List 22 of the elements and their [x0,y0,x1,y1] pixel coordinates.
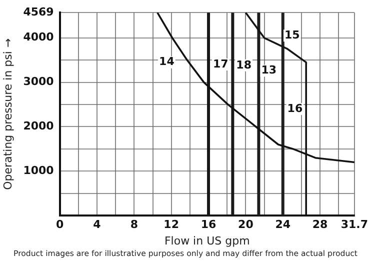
x-tick-label: 12 [164,218,179,232]
x-tick-label: 0 [56,218,64,232]
x-tick-label: 20 [238,218,254,232]
x-tick-label: 31.7 [340,218,368,232]
y-axis-title: Operating pressure in psi → [1,38,14,190]
x-tick-label: 16 [200,218,217,232]
annotation: 14 [159,55,175,68]
x-tick-label: 24 [275,218,291,232]
y-tick-label: 1000 [23,164,54,178]
x-tick-label: 28 [312,218,328,232]
x-axis-title: Flow in US gpm [164,234,250,248]
x-tick-label: 4 [93,218,102,232]
annotation: 18 [236,58,252,72]
annotation: 15 [284,28,300,42]
y-tick-label: 3000 [23,75,54,88]
y-tick-label: 4569 [23,5,54,18]
annotation: 17 [212,57,228,70]
y-tick-label: 4000 [23,30,54,44]
x-tick-label: 8 [130,218,138,232]
y-tick-label: 2000 [23,120,54,133]
annotation: 13 [261,64,277,77]
annotation: 16 [287,102,303,115]
